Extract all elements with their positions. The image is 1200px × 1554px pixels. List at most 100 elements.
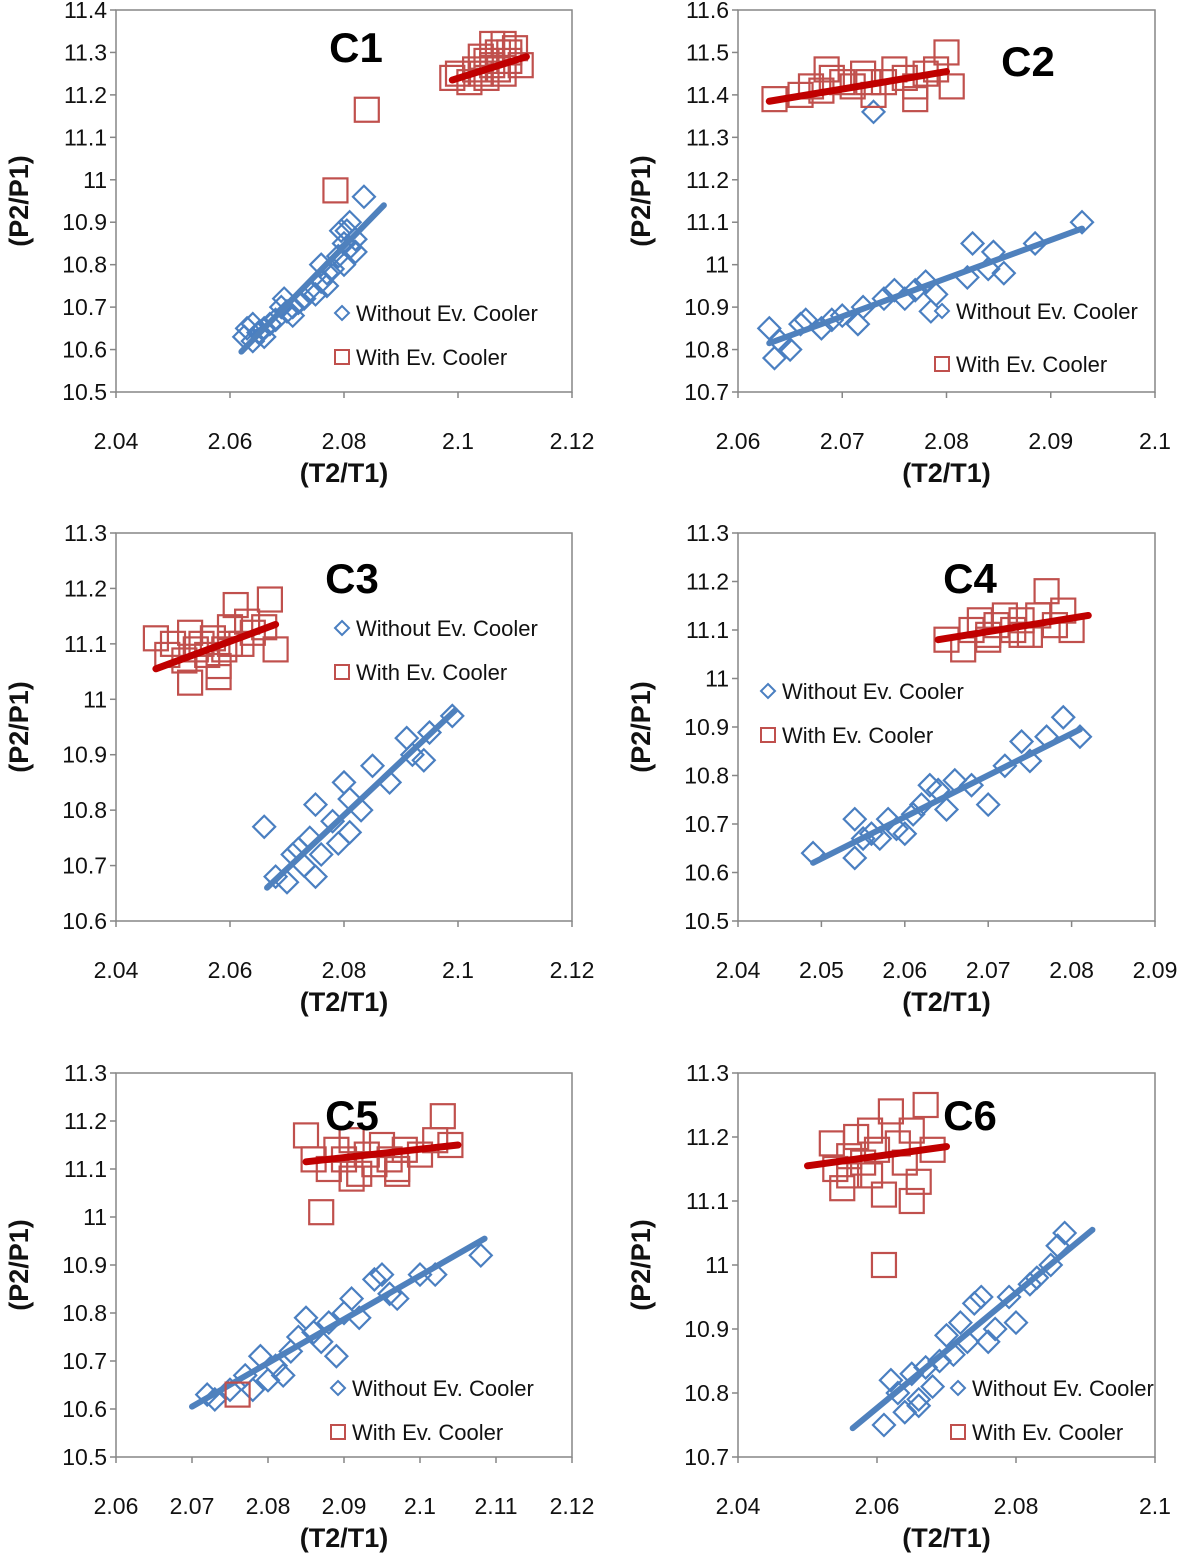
data-point-without-cooler (842, 845, 868, 871)
data-point-without-cooler (308, 841, 334, 868)
y-tick-label: 11.2 (686, 167, 729, 193)
data-point-with-cooler (262, 636, 289, 663)
data-point-with-cooler (205, 664, 232, 691)
x-tick-label: 2.07 (820, 428, 865, 454)
data-point-without-cooler (240, 1377, 266, 1403)
data-point-without-cooler (991, 260, 1017, 286)
legend-square-icon (934, 356, 950, 372)
y-tick-label: 10.7 (684, 811, 729, 837)
y-tick-label: 11.2 (64, 575, 107, 601)
trendline-with-cooler (152, 620, 280, 673)
data-point-without-cooler (411, 747, 437, 773)
data-point-without-cooler (975, 792, 1001, 818)
legend-diamond-icon (933, 302, 951, 320)
y-tick-label: 10.9 (62, 1252, 107, 1278)
y-tick-label: 11.2 (686, 1124, 729, 1150)
chart-svg: 10.5 10.6 10.7 10.8 10.9 11 11.1 11.2 11.3 11.4 2.… (4, 0, 594, 488)
chart-title: C4 (943, 555, 997, 602)
data-point-without-cooler (923, 281, 949, 307)
y-tick-label: 10.5 (62, 379, 107, 405)
data-point-with-cooler (1008, 607, 1035, 634)
data-point-without-cooler (906, 1393, 932, 1419)
y-tick-label: 11.1 (686, 1188, 729, 1214)
x-tick-label: 2.06 (208, 957, 253, 983)
data-point-with-cooler (384, 1160, 411, 1187)
data-point-without-cooler (251, 814, 277, 840)
data-point-with-cooler (308, 1199, 335, 1226)
x-tick-label: 2.08 (994, 1493, 1039, 1519)
data-point-with-cooler (856, 1162, 884, 1189)
y-axis-title: (P2/P1) (4, 1219, 34, 1311)
data-point-without-cooler (339, 1286, 365, 1312)
trendline-with-cooler (804, 1143, 950, 1170)
y-tick-label: 11 (705, 666, 729, 692)
chart-c5: 10.5 10.6 10.7 10.8 10.9 11 11.1 11.2 11.3 2.06 2.… (0, 1036, 600, 1554)
data-point-without-cooler (439, 703, 465, 729)
data-point-without-cooler (908, 792, 935, 818)
data-point-without-cooler (860, 99, 887, 125)
data-point-with-cooler (384, 1155, 411, 1183)
data-point-without-cooler (756, 315, 782, 341)
data-point-without-cooler (359, 753, 386, 779)
data-point-without-cooler (1069, 209, 1095, 235)
data-point-without-cooler (1024, 1265, 1050, 1291)
data-point-with-cooler (933, 39, 960, 66)
data-point-without-cooler (328, 218, 354, 244)
data-point-without-cooler (302, 792, 329, 818)
x-tick-label: 2.06 (716, 428, 761, 454)
y-tick-label: 10.9 (684, 714, 729, 740)
data-point-with-cooler (353, 96, 380, 123)
data-point-with-cooler (870, 1181, 898, 1208)
data-point-without-cooler (316, 1310, 342, 1336)
legend-diamond-icon (759, 682, 777, 700)
data-point-without-cooler (351, 184, 377, 210)
data-point-without-cooler (906, 1386, 932, 1412)
x-tick-label: 2.06 (208, 428, 253, 454)
y-tick-label: 10.5 (684, 908, 729, 934)
data-point-with-cooler (1033, 578, 1060, 605)
y-tick-label: 11.1 (64, 631, 107, 657)
x-tick-label: 2.06 (882, 957, 927, 983)
data-point-with-cooler (898, 1117, 925, 1144)
y-tick-label: 11.1 (686, 209, 729, 235)
y-tick-label: 11.5 (686, 39, 729, 65)
y-tick-label: 11.1 (64, 1156, 107, 1182)
legend-label-with-cooler: With Ev. Cooler (356, 345, 507, 370)
data-point-with-cooler (292, 1122, 320, 1149)
chart-svg: 10.7 10.8 10.9 11 11.1 11.2 11.3 11.4 11.5 11.6 2.… (626, 0, 1171, 488)
data-point-with-cooler (905, 1168, 932, 1195)
x-axis-title: (T2/T1) (300, 458, 389, 488)
trendline-with-cooler (448, 53, 530, 84)
data-point-with-cooler (346, 1160, 373, 1187)
y-tick-label: 10.7 (62, 294, 107, 320)
y-tick-label: 10.9 (62, 209, 107, 235)
x-axis-title: (T2/T1) (902, 458, 991, 488)
chart-svg: 10.5 10.6 10.7 10.8 10.9 11 11.1 11.2 11.3 2.04 2.… (626, 520, 1177, 1017)
data-point-without-cooler (947, 1310, 973, 1336)
chart-svg: 10.5 10.6 10.7 10.8 10.9 11 11.1 11.2 11.3 2.06 2.… (4, 1060, 595, 1553)
data-point-without-cooler (399, 742, 425, 768)
y-tick-label: 10.6 (62, 908, 107, 934)
trendline-without-cooler (238, 202, 387, 355)
y-tick-label: 11.2 (64, 1108, 107, 1134)
y-tick-label: 11.1 (686, 617, 729, 643)
legend-diamond-icon (333, 619, 351, 637)
legend-square-icon (334, 349, 350, 365)
x-axis-title: (T2/T1) (902, 987, 991, 1017)
trendline-without-cooler (810, 726, 1083, 866)
x-tick-label: 2.08 (322, 428, 367, 454)
legend-label-without-cooler: Without Ev. Cooler (356, 616, 538, 641)
data-point-with-cooler (224, 1381, 251, 1408)
data-point-with-cooler (870, 1251, 898, 1279)
legend-label-without-cooler: Without Ev. Cooler (782, 679, 964, 704)
x-tick-label: 2.12 (550, 1493, 595, 1519)
legend-label-without-cooler: Without Ev. Cooler (352, 1376, 534, 1401)
y-tick-label: 11.2 (64, 82, 107, 108)
y-tick-label: 11 (83, 1204, 107, 1230)
legend-label-without-cooler: Without Ev. Cooler (972, 1376, 1154, 1401)
x-tick-label: 2.07 (966, 957, 1011, 983)
data-point-without-cooler (885, 1380, 911, 1406)
data-point-with-cooler (797, 73, 825, 100)
x-axis-title: (T2/T1) (300, 1523, 389, 1553)
data-point-without-cooler (337, 819, 363, 845)
